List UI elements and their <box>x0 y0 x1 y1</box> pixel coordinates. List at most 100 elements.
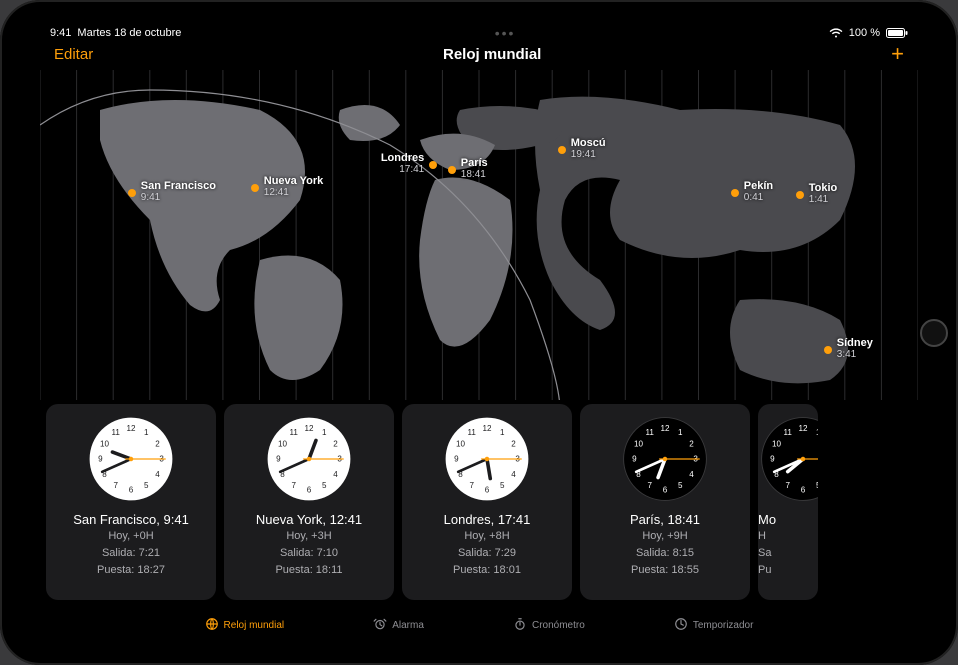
svg-text:1: 1 <box>144 428 149 437</box>
city-dot[interactable] <box>796 191 804 199</box>
city-name: Tokio <box>809 182 838 194</box>
clock-card[interactable]: 123456789101112 París, 18:41 Hoy, +9H Sa… <box>580 404 750 600</box>
city-dot[interactable] <box>731 189 739 197</box>
clock-title: Mo <box>758 512 776 527</box>
clock-sunset: Puesta: 18:55 <box>631 563 699 578</box>
svg-text:6: 6 <box>801 485 806 494</box>
svg-text:11: 11 <box>468 428 477 437</box>
city-dot[interactable] <box>128 189 136 197</box>
world-map[interactable]: San Francisco9:41 Nueva York12:41 Londres 1… <box>40 70 918 400</box>
svg-text:9: 9 <box>98 455 103 464</box>
svg-text:5: 5 <box>144 481 149 490</box>
globe-icon <box>205 617 219 634</box>
tab-globe[interactable]: Reloj mundial <box>205 611 285 639</box>
clock-sunset: Puesta: 18:27 <box>97 563 165 578</box>
svg-text:10: 10 <box>772 439 781 448</box>
status-bar: 9:41 Martes 18 de octubre ••• 100 % <box>40 22 918 40</box>
tab-bar: Reloj mundial Alarma Cronómetro Temporiz… <box>40 611 918 639</box>
clock-face: 123456789101112 <box>442 414 532 504</box>
city-name: Moscú <box>571 137 606 149</box>
city-dot[interactable] <box>251 184 259 192</box>
clock-face: 123456789101112 <box>620 414 710 504</box>
svg-text:1: 1 <box>500 428 505 437</box>
clock-sunrise: Salida: 7:21 <box>102 546 160 561</box>
nav-bar: Editar Reloj mundial + <box>40 40 918 70</box>
alarm-icon <box>373 617 387 634</box>
clock-card-row[interactable]: 123456789101112 San Francisco, 9:41 Hoy,… <box>40 400 918 600</box>
home-button[interactable] <box>920 319 948 347</box>
city-dot[interactable] <box>558 146 566 154</box>
page-title: Reloj mundial <box>443 46 541 63</box>
tab-timer[interactable]: Temporizador <box>674 611 754 639</box>
svg-text:7: 7 <box>469 481 474 490</box>
city-name: Londres <box>381 152 424 164</box>
svg-text:7: 7 <box>113 481 118 490</box>
city-name: Nueva York <box>264 175 324 187</box>
continents-night <box>457 97 855 384</box>
wifi-icon <box>829 28 843 38</box>
svg-text:11: 11 <box>784 428 793 437</box>
clock-face: 123456789101112 <box>758 414 818 504</box>
city-name: París <box>461 157 488 169</box>
svg-text:12: 12 <box>661 424 670 433</box>
city-time: 3:41 <box>837 349 873 360</box>
svg-text:5: 5 <box>322 481 327 490</box>
continents-day <box>100 100 513 380</box>
svg-text:7: 7 <box>785 481 790 490</box>
clock-title: San Francisco, 9:41 <box>73 512 189 527</box>
clock-sunset: Puesta: 18:11 <box>275 563 342 578</box>
svg-text:10: 10 <box>456 439 465 448</box>
status-right: 100 % <box>829 27 908 39</box>
svg-text:2: 2 <box>689 439 694 448</box>
svg-text:2: 2 <box>333 439 338 448</box>
status-date: Martes 18 de octubre <box>77 27 181 39</box>
svg-text:7: 7 <box>291 481 296 490</box>
svg-text:12: 12 <box>799 424 808 433</box>
tab-stopwatch[interactable]: Cronómetro <box>513 611 585 639</box>
city-label: San Francisco9:41 <box>141 180 216 203</box>
city-name: Sídney <box>837 337 873 349</box>
city-dot[interactable] <box>824 346 832 354</box>
svg-text:1: 1 <box>322 428 327 437</box>
clock-title: París, 18:41 <box>630 512 700 527</box>
city-dot[interactable] <box>448 166 456 174</box>
status-left: 9:41 Martes 18 de octubre <box>50 27 181 39</box>
clock-card[interactable]: 123456789101112 Londres, 17:41 Hoy, +8H … <box>402 404 572 600</box>
clock-face: 123456789101112 <box>264 414 354 504</box>
svg-text:6: 6 <box>307 485 312 494</box>
clock-sunrise: Salida: 8:15 <box>636 546 694 561</box>
add-city-button[interactable]: + <box>891 43 904 65</box>
world-map-svg <box>40 70 918 400</box>
clock-card[interactable]: 123456789101112 Nueva York, 12:41 Hoy, +… <box>224 404 394 600</box>
svg-text:4: 4 <box>511 470 516 479</box>
clock-card[interactable]: 123456789101112 San Francisco, 9:41 Hoy,… <box>46 404 216 600</box>
city-time: 1:41 <box>809 194 838 205</box>
city-label: Pekín0:41 <box>744 180 773 203</box>
tab-label: Alarma <box>392 620 424 631</box>
city-time: 18:41 <box>461 169 488 180</box>
clock-offset: H <box>758 529 766 544</box>
svg-text:9: 9 <box>454 455 459 464</box>
svg-text:10: 10 <box>634 439 643 448</box>
stopwatch-icon <box>513 617 527 634</box>
clock-sunrise: Salida: 7:29 <box>458 546 516 561</box>
svg-text:12: 12 <box>305 424 314 433</box>
screen: 9:41 Martes 18 de octubre ••• 100 % Edit… <box>40 22 918 643</box>
clock-sunset: Pu <box>758 563 771 578</box>
svg-text:4: 4 <box>689 470 694 479</box>
edit-button[interactable]: Editar <box>54 46 93 63</box>
city-label: Moscú19:41 <box>571 137 606 160</box>
city-time: 12:41 <box>264 187 324 198</box>
clock-sunrise: Salida: 7:10 <box>280 546 338 561</box>
ipad-frame: 9:41 Martes 18 de octubre ••• 100 % Edit… <box>0 0 958 665</box>
clock-card[interactable]: 123456789101112 Mo H Sa Pu <box>758 404 818 600</box>
clock-offset: Hoy, +3H <box>286 529 331 544</box>
svg-text:4: 4 <box>333 470 338 479</box>
svg-text:6: 6 <box>485 485 490 494</box>
clock-offset: Hoy, +9H <box>642 529 687 544</box>
city-dot[interactable] <box>429 161 437 169</box>
tab-label: Reloj mundial <box>224 620 285 631</box>
tab-alarm[interactable]: Alarma <box>373 611 424 639</box>
svg-text:10: 10 <box>100 439 109 448</box>
svg-text:6: 6 <box>129 485 134 494</box>
